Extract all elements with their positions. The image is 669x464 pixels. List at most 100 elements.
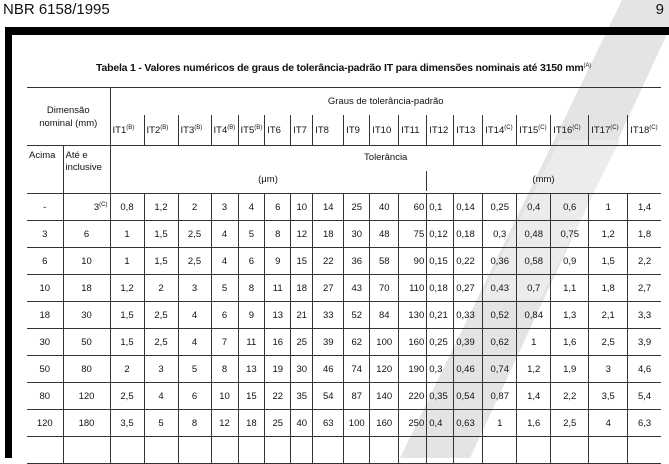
cell-upto: 3(C) (62, 193, 111, 221)
grade-header-it18: IT18(C) (627, 115, 661, 146)
cell-it18: 2,7 (627, 274, 661, 302)
cell-it15: 1,6 (516, 409, 552, 437)
cell-above: 18 (27, 301, 64, 329)
grade-label: IT9 (346, 124, 360, 136)
cell-above: - (27, 193, 64, 221)
cell-it18: 3,3 (627, 301, 661, 329)
grade-label: IT3 (180, 124, 195, 136)
grade-label: IT12 (429, 124, 449, 136)
cell-it4: 4 (210, 247, 239, 275)
grade-label: IT8 (315, 124, 329, 136)
cell-it6: 13 (264, 301, 292, 329)
grade-header-it2: IT2(B) (143, 115, 179, 146)
empty-cell (398, 436, 428, 464)
cell-it13: 0,14 (453, 193, 484, 221)
cell-it15: 0,7 (516, 274, 552, 302)
cell-it17: 1,2 (588, 220, 629, 248)
grade-label: IT5 (240, 124, 255, 136)
cell-it4: 5 (210, 274, 239, 302)
cell-it15: 0,4 (516, 193, 552, 221)
grade-header-it12: IT12 (426, 115, 455, 146)
cell-it2: 5 (143, 409, 179, 437)
table-row: 30 50 1,5 2,5 4 7 11 16 25 39 62 100 160 0,25 0,39 0,62… (27, 328, 661, 356)
grade-label: IT15 (519, 124, 539, 136)
cell-it15: 0,58 (516, 247, 552, 275)
page-frame-left (5, 27, 12, 458)
cell-it11: 110 (398, 274, 428, 302)
cell-it13: 0,18 (453, 220, 484, 248)
table-row: 50 80 2 3 5 8 13 19 30 46 74 120 190 0,3 0,46 0,74 1,2 1,… (27, 355, 661, 383)
cell-it4: 10 (210, 382, 239, 410)
cell-it6: 25 (264, 409, 292, 437)
upto-value: 3 (93, 201, 100, 213)
cell-it3: 4 (177, 301, 212, 329)
empty-cell (426, 436, 455, 464)
cell-upto: 30 (62, 301, 111, 329)
dimension-header: Dimensão nominal (mm) (27, 87, 111, 146)
cell-it2: 2,5 (143, 301, 179, 329)
tolerance-label: Tolerância (364, 152, 408, 163)
grade-label: IT13 (456, 124, 476, 136)
grade-footnote-ref: (C) (572, 124, 581, 131)
cell-it8: 27 (312, 274, 345, 302)
cell-it8: 39 (312, 328, 345, 356)
grades-header: Graus de tolerância-padrão (109, 87, 661, 115)
grade-footnote-ref: (C) (610, 124, 619, 131)
empty-cell (27, 436, 64, 464)
cell-it1: 2 (109, 355, 145, 383)
cell-it2: 4 (143, 382, 179, 410)
empty-cell (177, 436, 212, 464)
cell-it10: 120 (369, 355, 400, 383)
upto-value: 180 (78, 417, 95, 429)
cell-it10: 84 (369, 301, 400, 329)
grade-header-it6: IT6 (264, 115, 292, 146)
cell-it14: 0,25 (482, 193, 518, 221)
cell-it12: 0,12 (426, 220, 455, 248)
cell-upto: 80 (62, 355, 111, 383)
cell-it12: 0,3 (426, 355, 455, 383)
cell-it8: 54 (312, 382, 345, 410)
empty-cell (264, 436, 292, 464)
cell-it14: 1 (482, 409, 518, 437)
cell-it6: 8 (264, 220, 292, 248)
col-upto-header: Até e inclusive (62, 145, 111, 194)
cell-it5: 8 (237, 274, 266, 302)
cell-it2: 2 (143, 274, 179, 302)
grade-label: IT16 (553, 124, 573, 136)
cell-it16: 1,1 (550, 274, 590, 302)
cell-it11: 250 (398, 409, 428, 437)
cell-it8: 63 (312, 409, 345, 437)
cell-it6: 19 (264, 355, 292, 383)
cell-it4: 12 (210, 409, 239, 437)
empty-cell (312, 436, 345, 464)
cell-it8: 14 (312, 193, 345, 221)
cell-it16: 1,3 (550, 301, 590, 329)
cell-it16: 2,5 (550, 409, 590, 437)
grade-footnote-ref: (C) (504, 124, 513, 131)
grade-footnote-ref: (B) (194, 124, 203, 131)
cell-it6: 16 (264, 328, 292, 356)
grade-footnote-ref: (C) (649, 124, 658, 131)
table-row: 10 18 1,2 2 3 5 8 11 18 27 43 70 110 0,18 0,27 0,43 0,7 1… (27, 274, 661, 302)
cell-it11: 90 (398, 247, 428, 275)
cell-it12: 0,21 (426, 301, 455, 329)
cell-it11: 220 (398, 382, 428, 410)
cell-it13: 0,39 (453, 328, 484, 356)
empty-cell (627, 436, 661, 464)
cell-it13: 0,63 (453, 409, 484, 437)
cell-upto: 180 (62, 409, 111, 437)
cell-it10: 70 (369, 274, 400, 302)
cell-it12: 0,25 (426, 328, 455, 356)
cell-it18: 2,2 (627, 247, 661, 275)
empty-cell (109, 436, 145, 464)
grade-label: IT2 (146, 124, 161, 136)
grade-header-it7: IT7 (290, 115, 314, 146)
cell-it17: 1,8 (588, 274, 629, 302)
cell-it2: 1,5 (143, 247, 179, 275)
empty-cell (369, 436, 400, 464)
empty-cell (143, 436, 179, 464)
cell-above: 6 (27, 247, 64, 275)
table-row: 120 180 3,5 5 8 12 18 25 40 63 100 160 250 0,4 0,63 1 1,… (27, 409, 661, 437)
cell-it4: 4 (210, 220, 239, 248)
cell-it5: 15 (237, 382, 266, 410)
